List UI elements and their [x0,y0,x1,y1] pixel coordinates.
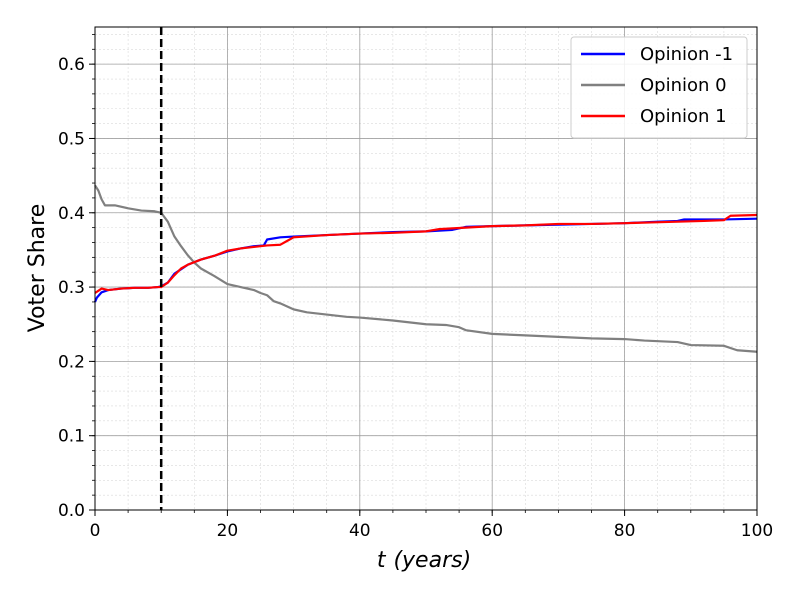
y-tick-label: 0.4 [58,204,85,224]
x-tick-label: 20 [217,521,239,541]
x-tick-label: 80 [614,521,636,541]
y-tick-label: 0.2 [58,352,85,372]
x-tick-label: 40 [349,521,371,541]
legend-label-2: Opinion 1 [640,106,727,127]
legend-box [570,36,748,139]
y-tick-label: 0.3 [58,278,85,298]
x-axis-label: t (years) [377,548,471,573]
series-line-2 [94,213,758,294]
x-axis-label-variable: t [377,548,387,573]
y-tick-label: 0.6 [58,55,85,75]
y-axis-label: Voter Share [25,204,50,333]
legend-label-1: Opinion 0 [640,75,727,96]
x-axis-label-unit: (years) [393,548,471,573]
y-tick-label: 0.5 [58,129,85,149]
legend: Opinion -1 Opinion 0 Opinion 1 [570,36,748,139]
x-tick-label: 0 [90,521,101,541]
x-axis: 0 20 40 60 80 100 [90,510,773,541]
series-lines [93,184,758,353]
series-line-1 [94,184,758,353]
x-tick-label: 60 [481,521,503,541]
legend-label-0: Opinion -1 [640,44,733,65]
x-tick-label: 100 [741,521,773,541]
y-axis: 0.0 0.1 0.2 0.3 0.4 0.5 0.6 [58,34,95,521]
y-tick-label: 0.1 [58,427,85,447]
y-tick-label: 0.0 [58,501,85,521]
